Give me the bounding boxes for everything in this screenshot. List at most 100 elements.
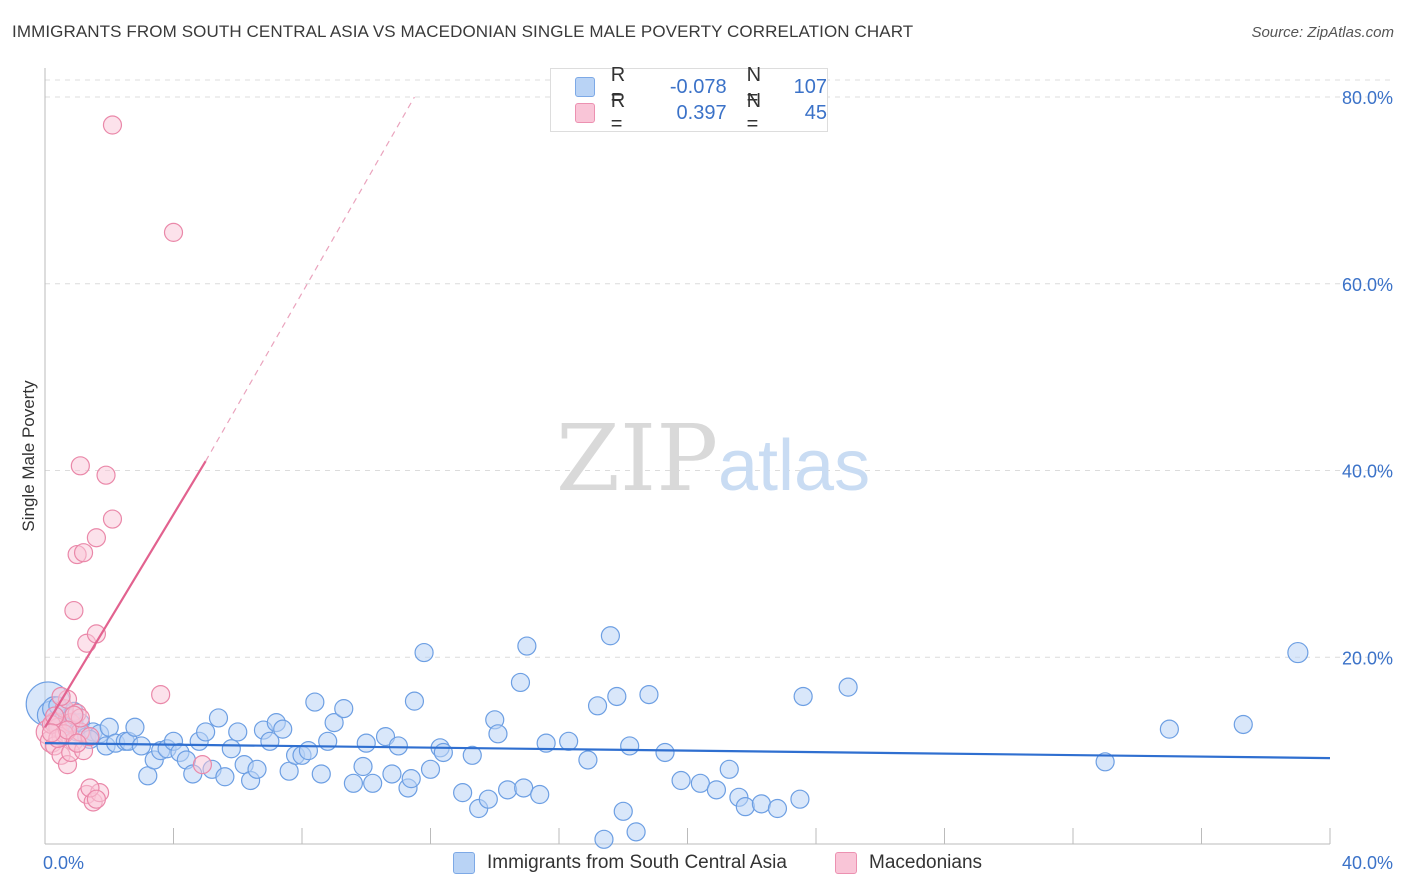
legend-row-blue: R = -0.078 N = 107: [575, 64, 828, 109]
point-south-central-asia: [305, 692, 325, 712]
x-tick-label-min: 0.0%: [43, 853, 84, 873]
y-tick-label: 40.0%: [1342, 462, 1393, 482]
point-south-central-asia: [453, 783, 473, 803]
point-south-central-asia: [343, 773, 363, 793]
watermark: ZIP atlas: [556, 405, 870, 512]
y-tick-label: 20.0%: [1342, 648, 1393, 668]
legend-n-value: 45: [804, 101, 828, 124]
point-south-central-asia: [530, 784, 550, 805]
series-pink-points: [35, 115, 213, 812]
legend-row-pink: R = 0.397 N = 45: [575, 90, 828, 135]
legend-n-label: N =: [746, 64, 762, 109]
point-south-central-asia: [793, 686, 813, 707]
series-blue-points: [25, 626, 1309, 849]
point-south-central-asia: [1287, 641, 1309, 664]
point-south-central-asia: [559, 731, 579, 751]
point-south-central-asia: [420, 759, 441, 779]
legend-r-label: R =: [610, 90, 626, 135]
point-south-central-asia: [706, 780, 727, 800]
point-south-central-asia: [1159, 719, 1179, 739]
point-south-central-asia: [478, 789, 498, 809]
legend-square-blue: [453, 852, 475, 874]
point-south-central-asia: [510, 672, 531, 693]
watermark-atlas: atlas: [718, 426, 870, 506]
point-south-central-asia: [498, 780, 518, 800]
point-south-central-asia: [655, 742, 675, 763]
point-south-central-asia: [334, 699, 354, 719]
source-label: Source: ZipAtlas.com: [1251, 24, 1394, 41]
correlation-legend: R = -0.078 N = 107 R = 0.397 N = 45: [550, 64, 828, 135]
point-south-central-asia: [228, 722, 248, 742]
trend-line-macedonians: [44, 460, 207, 728]
point-macedonians: [86, 789, 107, 809]
legend-item-south-central-asia[interactable]: Immigrants from South Central Asia: [453, 852, 787, 874]
point-south-central-asia: [671, 770, 691, 791]
point-south-central-asia: [363, 773, 383, 793]
point-south-central-asia: [324, 713, 344, 733]
point-macedonians: [41, 723, 62, 743]
point-south-central-asia: [273, 719, 293, 739]
legend-swatch-pink: [575, 103, 595, 123]
chart-title: IMMIGRANTS FROM SOUTH CENTRAL ASIA VS MA…: [12, 22, 914, 41]
point-macedonians: [102, 509, 123, 529]
point-south-central-asia: [1233, 714, 1253, 735]
tick-labels: 20.0% 40.0% 60.0% 80.0% 0.0% 40.0%: [43, 88, 1393, 873]
point-macedonians: [151, 684, 171, 705]
trend-line-macedonians-extension: [205, 96, 415, 462]
point-south-central-asia: [215, 767, 235, 787]
point-south-central-asia: [600, 626, 621, 646]
point-macedonians: [70, 456, 90, 476]
legend-label-south-central-asia: Immigrants from South Central Asia: [487, 852, 787, 873]
point-south-central-asia: [356, 733, 376, 753]
point-macedonians: [102, 115, 123, 135]
point-south-central-asia: [751, 794, 771, 814]
point-south-central-asia: [639, 684, 659, 705]
point-south-central-asia: [514, 778, 534, 798]
grid: [45, 79, 1392, 658]
legend-n-value: 107: [793, 75, 828, 98]
x-tick-label-max: 40.0%: [1342, 853, 1393, 873]
legend-r-value: -0.078: [669, 75, 727, 98]
trend-lines: [44, 96, 1331, 760]
point-south-central-asia: [587, 696, 608, 716]
point-south-central-asia: [311, 764, 331, 784]
point-south-central-asia: [131, 736, 151, 756]
point-south-central-asia: [838, 677, 858, 697]
point-south-central-asia: [594, 829, 614, 849]
legend-item-macedonians[interactable]: Macedonians: [835, 852, 982, 874]
point-south-central-asia: [578, 750, 598, 770]
point-south-central-asia: [767, 798, 788, 819]
point-macedonians: [86, 528, 107, 548]
point-south-central-asia: [208, 708, 229, 728]
point-south-central-asia: [375, 727, 396, 747]
watermark-zip: ZIP: [556, 405, 718, 512]
point-south-central-asia: [298, 741, 319, 761]
point-south-central-asia: [1095, 752, 1115, 772]
point-macedonians: [163, 222, 184, 242]
legend-r-label: R =: [610, 64, 626, 109]
point-south-central-asia: [433, 742, 453, 763]
point-south-central-asia: [414, 642, 434, 663]
y-axis-label: Single Male Poverty: [19, 380, 38, 532]
y-tick-label: 80.0%: [1342, 88, 1393, 108]
point-south-central-asia: [613, 801, 633, 821]
point-south-central-asia: [404, 691, 425, 711]
point-south-central-asia: [382, 764, 402, 784]
point-south-central-asia: [690, 773, 710, 793]
point-south-central-asia: [353, 756, 373, 777]
point-south-central-asia: [790, 789, 810, 809]
legend-n-label: N =: [746, 90, 762, 135]
legend-swatch-blue: [575, 77, 595, 97]
y-tick-label: 60.0%: [1342, 275, 1393, 295]
point-south-central-asia: [221, 739, 241, 759]
point-south-central-asia: [735, 797, 755, 817]
legend-square-pink: [835, 852, 857, 874]
point-macedonians: [192, 755, 213, 775]
point-macedonians: [73, 543, 94, 563]
point-south-central-asia: [517, 636, 537, 656]
point-macedonians: [64, 600, 84, 621]
series-legend: Immigrants from South Central Asia Maced…: [0, 852, 1406, 878]
legend-r-value: 0.397: [676, 101, 727, 124]
point-south-central-asia: [626, 822, 646, 842]
